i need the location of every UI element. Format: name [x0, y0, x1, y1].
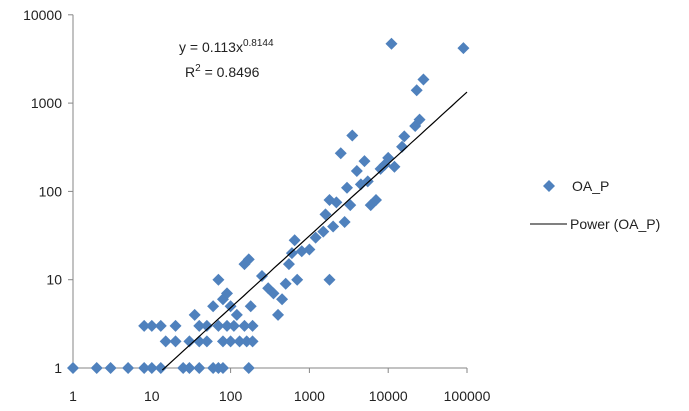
y-tick-label: 10000	[23, 7, 62, 23]
data-point	[344, 199, 357, 212]
data-point	[104, 362, 117, 374]
data-point	[200, 319, 213, 332]
data-point	[350, 165, 363, 178]
data-point	[398, 130, 411, 143]
data-point	[242, 362, 255, 374]
data-point	[230, 308, 243, 321]
power-trendline	[161, 91, 468, 371]
data-point	[224, 335, 237, 348]
data-point	[138, 319, 151, 332]
data-point	[122, 362, 135, 374]
data-point	[212, 273, 225, 286]
legend-item-oa-p: OA_P	[543, 178, 609, 194]
data-point	[154, 362, 167, 374]
data-point	[346, 129, 359, 142]
y-tick-label: 100	[39, 183, 63, 199]
data-points	[67, 37, 470, 374]
y-tick-label: 1	[54, 360, 62, 376]
data-point	[224, 300, 237, 313]
data-point	[272, 308, 285, 321]
data-point	[207, 300, 220, 313]
data-point	[193, 362, 206, 374]
data-point	[255, 270, 268, 283]
data-point	[233, 335, 246, 348]
x-tick-label: 1000	[294, 388, 325, 404]
data-point	[242, 253, 255, 266]
r-squared: R2 = 0.8496	[185, 63, 260, 80]
legend-item-power: Power (OA_P)	[530, 216, 660, 232]
data-point	[216, 362, 229, 374]
x-tick-label: 10	[144, 388, 160, 404]
data-point	[288, 234, 301, 247]
data-point	[138, 362, 151, 374]
data-point	[244, 300, 257, 313]
data-point	[169, 319, 182, 332]
data-point	[358, 155, 371, 168]
data-point	[90, 362, 103, 374]
trend-equation: y = 0.113x0.8144	[179, 38, 274, 55]
y-tick-label: 1000	[31, 95, 62, 111]
equation-annotation: y = 0.113x0.8144 R2 = 0.8496	[179, 38, 274, 80]
data-point	[227, 319, 240, 332]
axes: 1 10 100 1000 10000 1 10 100 1000 10000 100000	[23, 7, 491, 404]
data-point	[220, 319, 233, 332]
data-point	[388, 160, 401, 173]
data-point	[396, 140, 409, 153]
data-point	[67, 362, 79, 374]
data-point	[457, 42, 470, 55]
x-tick-label: 1	[69, 388, 77, 404]
data-point	[291, 273, 304, 286]
data-point	[220, 287, 233, 300]
trendline	[161, 91, 468, 371]
data-point	[159, 335, 172, 348]
data-point	[279, 277, 292, 290]
data-point	[340, 181, 353, 194]
data-point	[188, 308, 201, 321]
data-point	[285, 247, 298, 260]
x-tick-label: 100	[219, 388, 243, 404]
legend: OA_P Power (OA_P)	[530, 178, 660, 232]
data-point	[193, 319, 206, 332]
data-point	[413, 113, 426, 126]
data-point	[154, 319, 167, 332]
data-point	[246, 319, 259, 332]
legend-label-power: Power (OA_P)	[570, 216, 660, 232]
data-point	[267, 287, 280, 300]
data-point	[200, 335, 213, 348]
data-point	[361, 175, 374, 188]
data-point	[303, 243, 316, 256]
y-tick-label: 10	[46, 272, 62, 288]
data-point	[177, 362, 190, 374]
data-point	[282, 258, 295, 271]
data-point	[327, 220, 340, 233]
data-point	[323, 273, 336, 286]
data-point	[276, 293, 289, 306]
data-point	[338, 216, 351, 229]
data-point	[309, 231, 322, 244]
legend-label-oa-p: OA_P	[572, 178, 609, 194]
x-tick-label: 100000	[444, 388, 491, 404]
data-point	[319, 208, 332, 221]
data-point	[238, 319, 251, 332]
data-point	[145, 362, 158, 374]
data-point	[145, 319, 158, 332]
data-point	[330, 196, 343, 209]
data-point	[334, 147, 347, 160]
x-tick-label: 10000	[369, 388, 408, 404]
data-point	[417, 73, 430, 86]
data-point	[216, 335, 229, 348]
data-point	[369, 193, 382, 206]
data-point	[183, 335, 196, 348]
data-point	[169, 335, 182, 348]
data-point	[410, 84, 423, 97]
diamond-marker-icon	[543, 180, 555, 192]
data-point	[212, 319, 225, 332]
data-point	[317, 225, 330, 238]
data-point	[385, 37, 398, 50]
data-point	[246, 335, 259, 348]
data-point	[183, 362, 196, 374]
